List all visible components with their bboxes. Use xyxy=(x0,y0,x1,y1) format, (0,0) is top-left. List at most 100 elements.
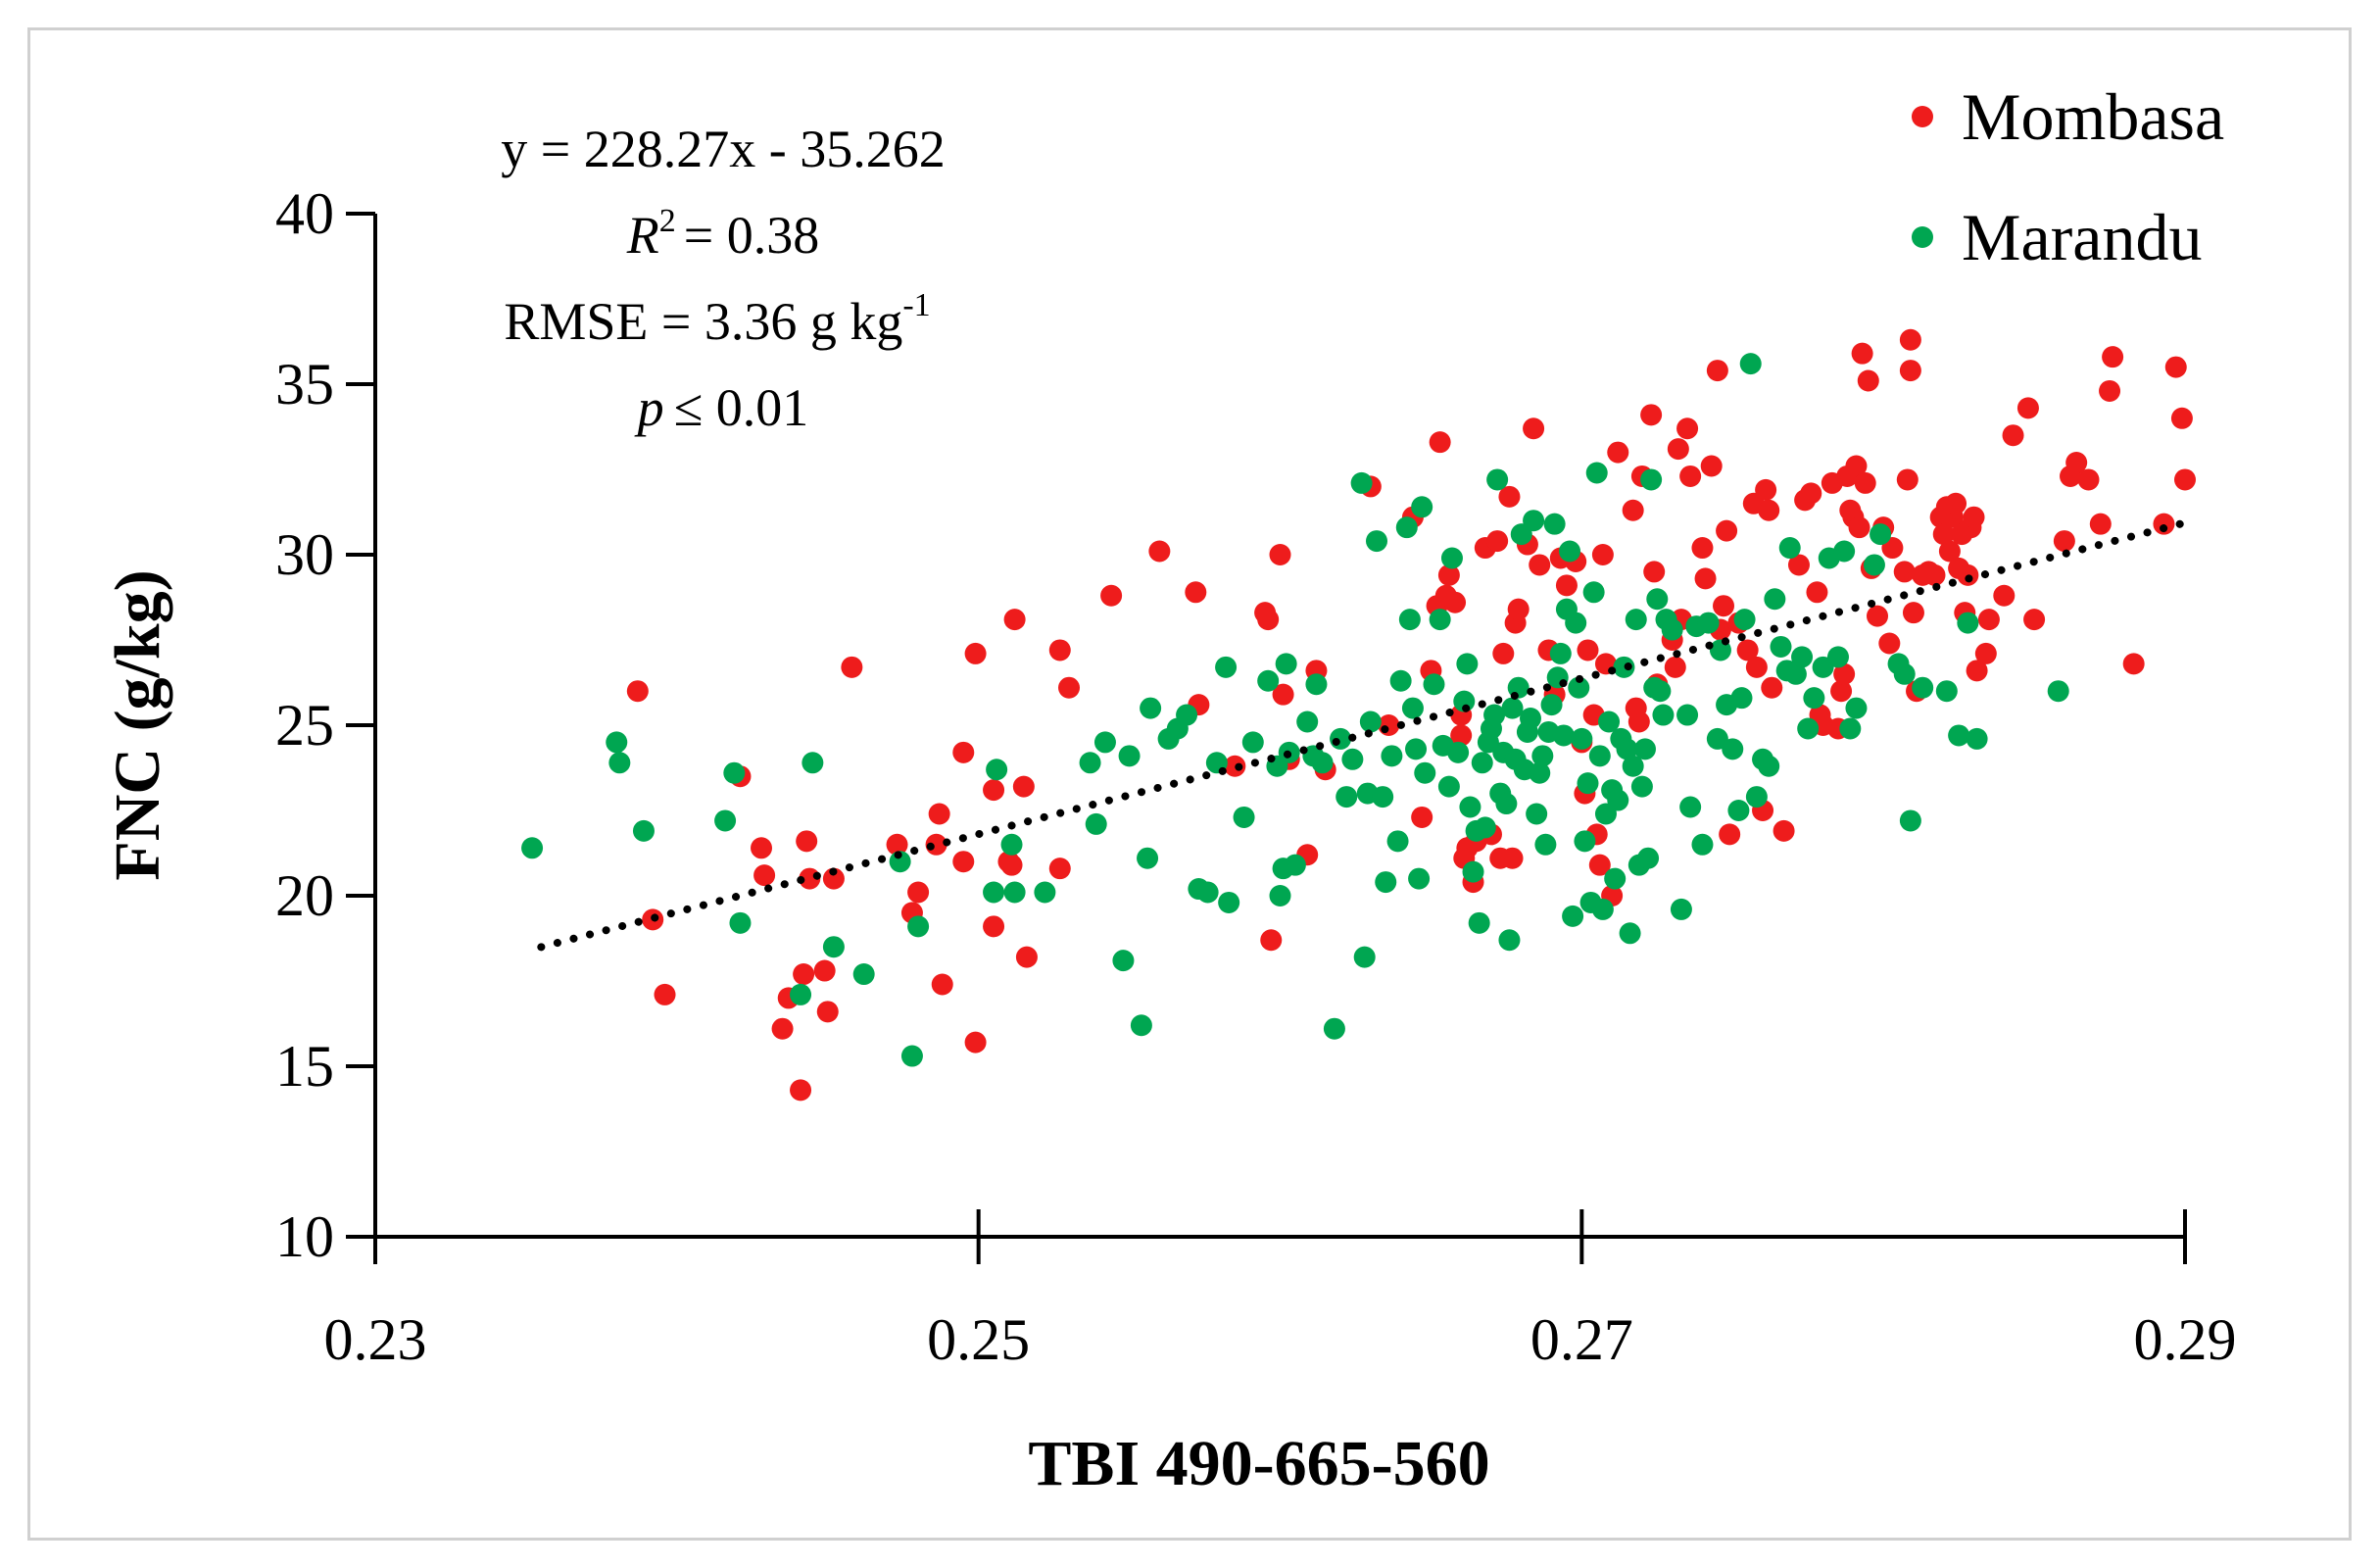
data-point-mombasa xyxy=(1736,639,1759,662)
data-point-mombasa xyxy=(931,973,953,996)
data-point-marandu xyxy=(1870,523,1892,546)
data-point-mombasa xyxy=(952,741,975,763)
data-point-marandu xyxy=(1706,727,1728,750)
data-point-mombasa xyxy=(1806,581,1828,604)
data-point-marandu xyxy=(1863,554,1885,576)
data-point-mombasa xyxy=(1437,564,1460,586)
data-point-marandu xyxy=(1440,547,1463,569)
data-point-marandu xyxy=(1311,752,1334,774)
data-point-marandu xyxy=(1739,353,1762,375)
data-point-mombasa xyxy=(1643,561,1666,583)
data-point-mombasa xyxy=(1411,806,1433,828)
data-point-mombasa xyxy=(1713,595,1735,617)
x-tick-label: 0.23 xyxy=(324,1307,427,1372)
data-point-mombasa xyxy=(1100,584,1123,607)
data-point-marandu xyxy=(1577,772,1599,795)
data-point-mombasa xyxy=(1854,471,1876,494)
data-point-mombasa xyxy=(1899,328,1921,351)
data-point-mombasa xyxy=(1800,482,1822,505)
data-point-marandu xyxy=(1899,809,1921,832)
data-point-marandu xyxy=(606,731,628,754)
data-point-mombasa xyxy=(1694,567,1717,590)
data-point-mombasa xyxy=(1845,455,1868,477)
data-point-mombasa xyxy=(907,881,930,904)
data-point-mombasa xyxy=(1706,360,1728,382)
trendline-layer xyxy=(537,518,2189,952)
data-point-marandu xyxy=(1552,724,1575,747)
trendline xyxy=(537,518,2189,952)
data-point-mombasa xyxy=(1893,561,1916,583)
data-point-mombasa xyxy=(1700,455,1723,477)
data-point-mombasa xyxy=(1257,609,1280,631)
data-point-mombasa xyxy=(1622,499,1644,521)
x-tick-label: 0.29 xyxy=(2134,1307,2237,1372)
data-point-marandu xyxy=(1604,867,1627,890)
data-point-mombasa xyxy=(1272,683,1294,706)
y-ticks: 10 15 20 25 30 35 40 xyxy=(275,181,375,1269)
data-point-mombasa xyxy=(654,983,676,1005)
data-point-mombasa xyxy=(1761,676,1783,699)
data-point-marandu xyxy=(1591,898,1614,920)
data-point-marandu xyxy=(1034,881,1056,904)
data-point-marandu xyxy=(1676,704,1699,726)
data-point-marandu xyxy=(1679,796,1702,818)
data-point-marandu xyxy=(1215,656,1238,678)
data-point-mombasa xyxy=(983,779,1005,802)
data-point-mombasa xyxy=(1507,598,1530,620)
data-point-marandu xyxy=(1196,881,1219,904)
data-point-marandu xyxy=(1565,612,1587,634)
data-point-marandu xyxy=(1529,761,1551,784)
data-point-mombasa xyxy=(1667,438,1689,461)
data-point-mombasa xyxy=(1000,854,1023,876)
data-point-marandu xyxy=(1398,609,1421,631)
data-point-mombasa xyxy=(2099,379,2121,402)
data-point-mombasa xyxy=(1185,581,1207,604)
data-point-marandu xyxy=(1275,653,1297,675)
y-tick-label: 35 xyxy=(275,352,334,416)
data-point-mombasa xyxy=(1492,642,1515,664)
data-point-marandu xyxy=(1893,662,1916,685)
data-point-marandu xyxy=(1093,731,1116,754)
data-point-mombasa xyxy=(1896,468,1919,491)
data-point-mombasa xyxy=(2102,346,2124,368)
data-point-mombasa xyxy=(1378,714,1400,736)
data-point-marandu xyxy=(1468,911,1490,934)
data-point-marandu xyxy=(1526,803,1548,825)
data-point-mombasa xyxy=(1758,499,1780,521)
data-point-mombasa xyxy=(928,803,950,825)
points-layer xyxy=(521,328,2196,1102)
data-point-marandu xyxy=(1845,697,1868,719)
data-point-marandu xyxy=(1118,745,1141,767)
data-point-marandu xyxy=(1833,540,1856,563)
data-point-marandu xyxy=(1571,727,1593,750)
data-point-marandu xyxy=(1543,513,1566,535)
data-point-mombasa xyxy=(1444,591,1467,613)
data-point-marandu xyxy=(1727,800,1750,821)
data-point-mombasa xyxy=(1787,554,1810,576)
y-axis-title: FNC (g/kg) xyxy=(102,569,173,880)
data-point-mombasa xyxy=(1932,523,1955,546)
data-point-mombasa xyxy=(1148,540,1171,563)
data-point-mombasa xyxy=(964,1031,987,1054)
y-tick-label: 40 xyxy=(275,181,334,246)
data-point-marandu xyxy=(1386,830,1409,853)
data-point-mombasa xyxy=(983,915,1005,938)
data-point-marandu xyxy=(1003,881,1026,904)
data-point-marandu xyxy=(1137,847,1159,869)
y-tick-label: 25 xyxy=(275,693,334,758)
data-point-marandu xyxy=(1568,676,1590,699)
data-point-marandu xyxy=(1613,656,1635,678)
data-point-mombasa xyxy=(1691,537,1714,560)
data-point-mombasa xyxy=(771,1017,794,1040)
data-point-mombasa xyxy=(1450,724,1473,747)
legend-marker-marandu xyxy=(1912,226,1933,248)
data-point-marandu xyxy=(723,761,746,784)
x-ticks: 0.23 0.25 0.27 0.29 xyxy=(324,1209,2237,1372)
data-point-marandu xyxy=(1791,646,1814,668)
data-point-mombasa xyxy=(1529,554,1551,576)
data-point-mombasa xyxy=(1501,847,1524,869)
data-point-mombasa xyxy=(1867,605,1889,627)
data-point-mombasa xyxy=(1591,544,1614,565)
data-point-mombasa xyxy=(1015,946,1038,968)
y-tick-label: 20 xyxy=(275,863,334,928)
